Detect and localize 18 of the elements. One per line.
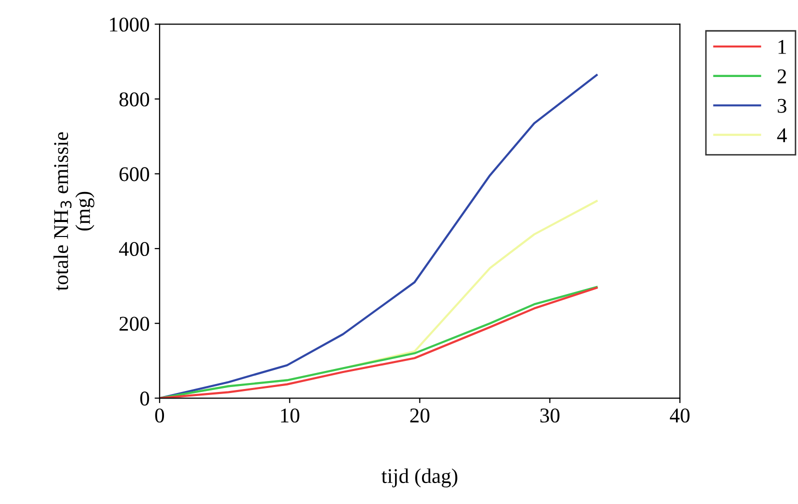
x-tick-label: 20 [410, 408, 430, 423]
line-series [160, 74, 598, 398]
x-axis-title: tijd (dag) [381, 468, 458, 488]
legend-label: 2 [778, 69, 786, 84]
y-tick-label: 1000 [110, 18, 150, 32]
y-tick-label: 0 [140, 392, 150, 406]
legend-label: 3 [778, 98, 786, 113]
y-tick-label: 200 [120, 316, 150, 331]
x-tick-label: 40 [670, 408, 690, 423]
y-tick-label: 400 [119, 242, 150, 256]
y-tick-label: 800 [119, 92, 150, 106]
legend-label: 1 [778, 40, 786, 54]
y-axis-title: totale NH$_{3}$ emissie (mg) [53, 132, 94, 291]
x-tick-label: 10 [281, 408, 300, 423]
y-tick-label: 600 [120, 167, 150, 182]
x-tick-label: 0 [155, 408, 164, 423]
legend-label: 4 [777, 128, 787, 142]
x-tick-label: 30 [540, 408, 560, 423]
